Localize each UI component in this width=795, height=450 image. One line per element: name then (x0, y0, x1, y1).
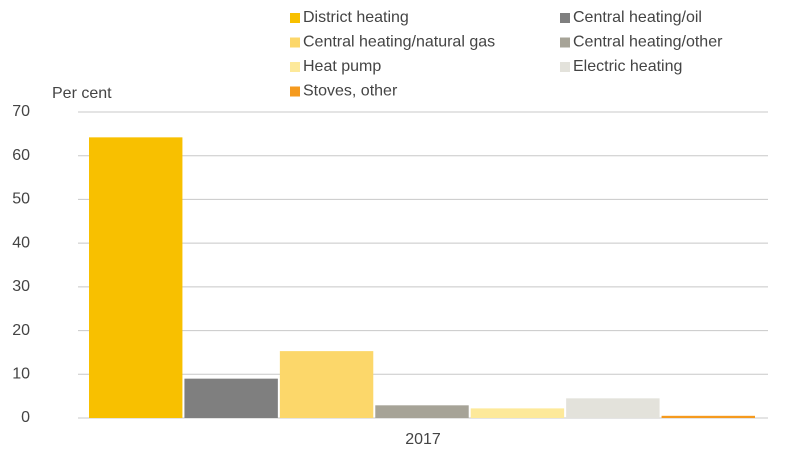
legend-label: Central heating/natural gas (303, 34, 495, 51)
legend-swatch (290, 62, 300, 72)
y-tick-label: 50 (12, 191, 30, 208)
legend-label: Central heating/other (573, 34, 723, 51)
bar (661, 415, 755, 418)
legend-swatch (560, 37, 570, 48)
legend-swatch (290, 86, 300, 97)
legend-label: Heat pump (303, 58, 381, 75)
y-tick-label: 60 (12, 147, 30, 164)
y-tick-label: 40 (12, 234, 30, 251)
y-tick-label: 10 (12, 366, 30, 383)
legend-swatch (290, 13, 300, 23)
bar (89, 137, 183, 418)
bar (279, 351, 374, 418)
legend-swatch (290, 37, 300, 48)
legend-label: Stoves, other (303, 83, 398, 100)
y-tick-label: 0 (21, 409, 30, 426)
legend-swatch (560, 62, 570, 72)
x-tick-label: 2017 (405, 431, 441, 448)
bar (470, 408, 565, 418)
y-tick-label: 30 (12, 278, 30, 295)
legend-label: Electric heating (573, 58, 682, 75)
y-tick-label: 20 (12, 322, 30, 339)
bar (566, 398, 660, 418)
bar (184, 378, 278, 418)
y-tick-label: 70 (12, 103, 30, 120)
legend-swatch (560, 13, 570, 23)
legend-label: Central heating/oil (573, 9, 702, 26)
legend-label: District heating (303, 9, 409, 26)
bar (375, 405, 469, 418)
y-axis-label: Per cent (52, 85, 112, 102)
